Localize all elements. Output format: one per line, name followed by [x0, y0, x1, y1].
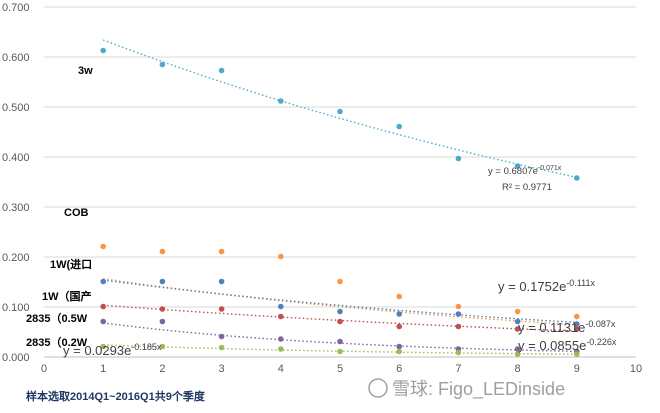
data-point	[218, 344, 225, 351]
data-point	[100, 47, 106, 54]
data-point	[218, 306, 225, 312]
x-tick-label: 6	[396, 363, 402, 375]
data-point	[514, 346, 521, 352]
trend-equations: y = 0.6807e-0.071x R² = 0.9771 y = 0.1752e…	[63, 165, 617, 358]
x-tick-label: 3	[219, 363, 225, 375]
x-tick-label: 10	[630, 363, 642, 375]
x-tick-label: 7	[455, 363, 461, 375]
x-tick-label: 4	[278, 363, 284, 375]
x-tick-label: 5	[337, 363, 343, 375]
x-tick-label: 2	[159, 363, 165, 375]
series-label: 1W(进口	[50, 257, 92, 271]
data-point	[396, 123, 403, 130]
x-tick-label: 8	[515, 363, 521, 375]
series-label: 3w	[78, 65, 93, 77]
data-point	[574, 321, 580, 327]
data-point	[514, 308, 521, 315]
trend-r-squared: R² = 0.9771	[502, 182, 552, 193]
data-point	[100, 303, 106, 310]
data-point	[514, 163, 521, 169]
data-point	[455, 155, 462, 162]
data-point	[100, 278, 106, 285]
x-tick-label: 1	[100, 363, 106, 375]
data-point	[574, 326, 580, 332]
x-tick-label: 9	[574, 363, 580, 375]
data-point	[218, 67, 225, 74]
y-tick-label: 0.100	[2, 302, 30, 314]
data-point	[278, 253, 284, 260]
watermark-logo-icon	[368, 378, 388, 398]
series-label: 1W（国产	[42, 289, 92, 303]
data-point	[218, 333, 225, 340]
data-point	[278, 303, 284, 310]
data-point	[514, 326, 521, 332]
trend-equation: y = 0.6807e-0.071x	[488, 165, 562, 177]
axes: 0.000 0.100 0.200 0.300 0.400 0.500 0.600 0.700…	[2, 2, 642, 375]
y-tick-label: 0.600	[2, 52, 30, 64]
data-point	[455, 303, 462, 310]
data-point	[574, 175, 580, 181]
y-tick-label: 0.400	[2, 152, 30, 164]
series-labels: 3w COB 1W(进口 1W（国产 2835（0.5W 2835（0.2W	[26, 65, 93, 349]
trend-equation: y = 0.1131e-0.087x	[518, 319, 616, 335]
data-point	[455, 311, 462, 317]
data-point	[278, 336, 284, 342]
data-point	[514, 351, 521, 357]
series-label: COB	[64, 207, 89, 219]
data-point	[337, 338, 343, 345]
trendline	[103, 279, 577, 324]
trend-equation: y = 0.0855e-0.226x	[518, 337, 617, 353]
data-point	[514, 318, 521, 325]
data-point	[337, 318, 343, 325]
data-point	[337, 348, 343, 355]
data-point	[159, 278, 166, 285]
y-tick-label: 0.000	[2, 352, 30, 364]
data-point	[159, 248, 166, 255]
data-point	[159, 61, 166, 68]
data-point	[100, 343, 106, 350]
data-point	[218, 248, 225, 255]
trendline	[102, 39, 577, 179]
data-point	[455, 323, 462, 330]
watermark: 雪球: Figo_LEDinside	[368, 378, 565, 400]
data-point	[396, 343, 403, 350]
y-tick-label: 0.200	[2, 252, 30, 264]
data-point	[159, 318, 166, 325]
data-point	[278, 346, 284, 352]
data-point	[396, 293, 403, 300]
trend-equation: y = 0.0293e-0.185x	[63, 342, 162, 358]
series-label: 2835（0.5W	[26, 312, 88, 325]
data-point	[278, 313, 284, 320]
grid-lines	[44, 6, 636, 308]
data-point	[100, 318, 106, 325]
data-point	[159, 343, 166, 350]
y-tick-label: 0.700	[2, 2, 30, 14]
data-point	[337, 278, 343, 285]
trendline	[103, 277, 577, 326]
data-point	[159, 306, 166, 312]
data-point	[574, 313, 580, 320]
data-point	[100, 243, 106, 250]
footnote: 样本选取2014Q1~2016Q1共9个季度	[26, 389, 206, 403]
data-point	[396, 323, 403, 330]
data-point	[396, 311, 403, 317]
x-tick-label: 0	[41, 363, 47, 375]
series-label: 2835（0.2W	[26, 336, 88, 349]
data-point	[278, 98, 284, 104]
watermark-text: 雪球: Figo_LEDinside	[392, 379, 565, 400]
data-point	[455, 349, 462, 356]
data-point	[574, 351, 580, 357]
trendline	[103, 322, 577, 353]
data-point	[396, 348, 403, 355]
y-tick-label: 0.300	[2, 202, 30, 214]
data-point	[337, 108, 343, 115]
data-point	[218, 278, 225, 285]
y-tick-label: 0.500	[2, 102, 30, 114]
data-point	[337, 308, 343, 315]
trend-equation: y = 0.1752e-0.111x	[498, 278, 595, 294]
data-points	[100, 47, 580, 357]
